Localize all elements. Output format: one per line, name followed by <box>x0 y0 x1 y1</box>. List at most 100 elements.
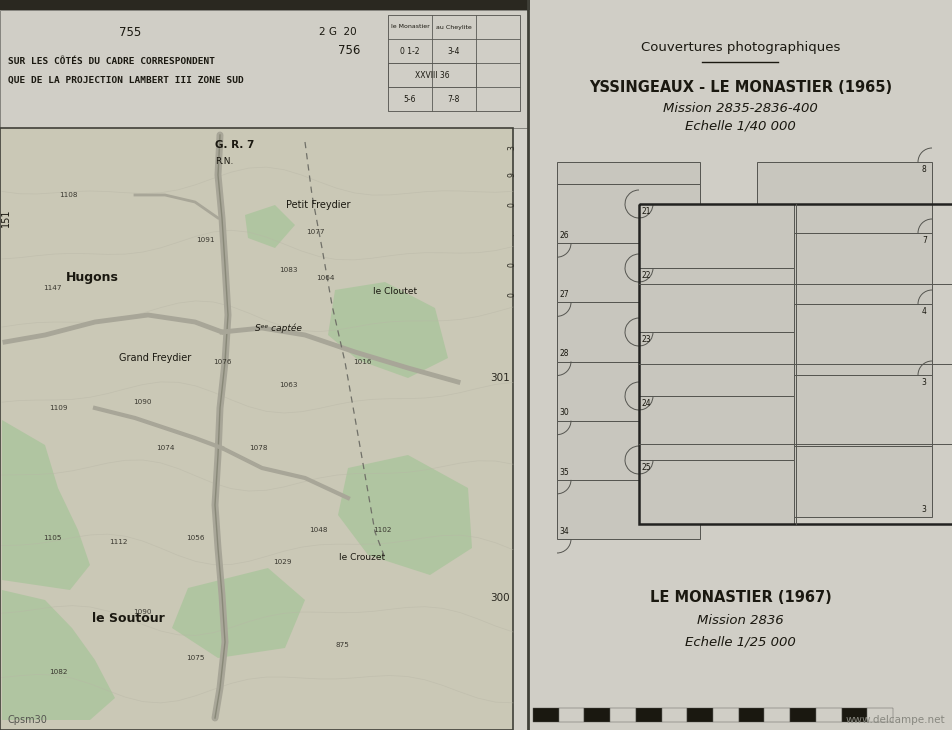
Polygon shape <box>245 205 295 248</box>
Bar <box>756 304 931 375</box>
Bar <box>387 87 431 111</box>
Text: SUR LES CÔTÉS DU CADRE CORRESPONDENT: SUR LES CÔTÉS DU CADRE CORRESPONDENT <box>8 58 215 66</box>
Text: 1108: 1108 <box>59 192 77 198</box>
Text: 26: 26 <box>559 231 569 240</box>
Bar <box>431 39 475 63</box>
Text: 3: 3 <box>921 505 925 514</box>
Bar <box>789 708 815 722</box>
Text: 1056: 1056 <box>186 535 204 541</box>
Bar <box>738 708 764 722</box>
Text: 25: 25 <box>642 464 651 472</box>
Bar <box>639 332 793 396</box>
Bar <box>387 15 520 111</box>
Bar <box>756 446 931 517</box>
Text: au Cheylite: au Cheylite <box>436 25 471 29</box>
Text: 1090: 1090 <box>132 399 151 405</box>
Text: 1076: 1076 <box>212 359 231 365</box>
Text: 0 1-2: 0 1-2 <box>400 47 419 55</box>
Text: 1029: 1029 <box>272 559 291 565</box>
Text: 300: 300 <box>489 593 509 603</box>
Bar <box>431 87 475 111</box>
Text: YSSINGEAUX - LE MONASTIER (1965): YSSINGEAUX - LE MONASTIER (1965) <box>588 80 891 96</box>
Bar <box>387 39 431 63</box>
Text: Grand Freydier: Grand Freydier <box>119 353 191 363</box>
Bar <box>475 39 520 63</box>
Text: 35: 35 <box>559 468 569 477</box>
Text: 1063: 1063 <box>278 382 297 388</box>
Polygon shape <box>327 282 447 378</box>
Text: 8: 8 <box>921 165 925 174</box>
Text: 756: 756 <box>338 44 360 56</box>
Bar <box>431 63 475 87</box>
Bar <box>558 708 584 722</box>
Text: 4: 4 <box>921 307 925 316</box>
Text: Couvertures photographiques: Couvertures photographiques <box>640 42 840 55</box>
Bar <box>639 268 793 332</box>
Bar <box>661 708 686 722</box>
Bar <box>556 302 700 361</box>
Bar <box>556 184 700 243</box>
Text: .: . <box>507 234 516 237</box>
Bar <box>815 708 841 722</box>
Text: Mission 2835-2836-400: Mission 2835-2836-400 <box>663 101 817 115</box>
Text: 1091: 1091 <box>195 237 214 243</box>
Text: 1016: 1016 <box>352 359 371 365</box>
Bar <box>556 243 700 302</box>
Text: 7-8: 7-8 <box>447 94 460 104</box>
Polygon shape <box>338 455 471 575</box>
Text: 24: 24 <box>642 399 651 408</box>
Text: 1109: 1109 <box>49 405 68 411</box>
Text: 1102: 1102 <box>372 527 391 533</box>
Bar <box>712 708 738 722</box>
Bar <box>639 204 793 268</box>
Bar <box>475 87 520 111</box>
Text: 28: 28 <box>560 349 569 358</box>
Bar <box>0 128 512 730</box>
Bar <box>635 708 661 722</box>
Bar <box>532 708 558 722</box>
Text: LE MONASTIER (1967): LE MONASTIER (1967) <box>649 591 830 605</box>
Bar <box>387 63 431 87</box>
Text: 0: 0 <box>507 293 516 297</box>
Text: 34: 34 <box>559 527 569 536</box>
Bar <box>764 708 789 722</box>
Text: 1105: 1105 <box>43 535 61 541</box>
Text: 1082: 1082 <box>49 669 68 675</box>
Text: le Crouzet: le Crouzet <box>339 553 385 563</box>
Text: 1147: 1147 <box>43 285 61 291</box>
Text: le Soutour: le Soutour <box>91 612 164 624</box>
Text: Petit Freydier: Petit Freydier <box>286 200 350 210</box>
Text: 1077: 1077 <box>306 229 324 235</box>
Bar <box>686 708 712 722</box>
Text: 3: 3 <box>921 378 925 387</box>
Text: 22: 22 <box>642 272 651 280</box>
Text: Hugons: Hugons <box>66 272 118 285</box>
Text: 0: 0 <box>507 202 516 207</box>
Text: 1064: 1064 <box>315 275 334 281</box>
Text: le Cloutet: le Cloutet <box>372 288 417 296</box>
Text: 27: 27 <box>559 290 569 299</box>
Bar <box>431 15 475 39</box>
Bar <box>866 708 892 722</box>
Bar <box>0 0 529 10</box>
Polygon shape <box>2 590 115 720</box>
Text: 7: 7 <box>921 237 925 245</box>
Text: 1048: 1048 <box>308 527 327 533</box>
Polygon shape <box>171 568 305 658</box>
Bar <box>756 375 931 446</box>
Bar <box>556 480 700 539</box>
Text: 21: 21 <box>642 207 651 216</box>
Text: 1090: 1090 <box>132 609 151 615</box>
Text: 5-6: 5-6 <box>404 94 416 104</box>
Text: Sᵉᵉ captée: Sᵉᵉ captée <box>254 323 301 333</box>
Bar <box>556 420 700 480</box>
Text: 9: 9 <box>507 172 516 177</box>
Bar <box>756 233 931 304</box>
Bar <box>609 708 635 722</box>
Bar <box>475 63 520 87</box>
Text: 875: 875 <box>335 642 348 648</box>
Text: 1074: 1074 <box>155 445 174 451</box>
Bar <box>639 204 952 524</box>
Text: QUE DE LA PROJECTION LAMBERT III ZONE SUD: QUE DE LA PROJECTION LAMBERT III ZONE SU… <box>8 75 244 85</box>
Bar <box>556 162 700 184</box>
